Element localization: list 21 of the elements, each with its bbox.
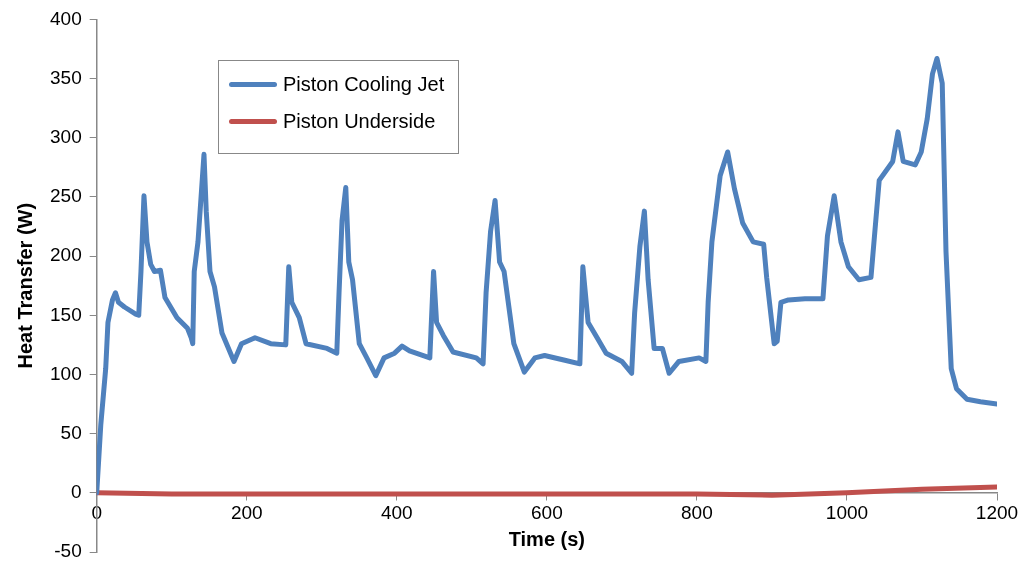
y-tick-label: 200 <box>50 244 82 266</box>
y-tick-label: 400 <box>50 7 82 29</box>
x-axis-title: Time (s) <box>508 528 586 551</box>
y-tick-label: 300 <box>50 125 82 147</box>
legend-label: Piston Underside <box>283 110 436 133</box>
y-tick-label: 100 <box>50 362 82 384</box>
x-tick-label: 600 <box>531 502 563 524</box>
y-tick-label: -50 <box>54 540 82 562</box>
x-tick-label: 400 <box>380 502 413 524</box>
x-tick-label: 0 <box>91 502 102 524</box>
y-tick-label: 350 <box>50 66 82 88</box>
legend-label: Piston Cooling Jet <box>283 73 445 96</box>
y-tick-label: 0 <box>71 481 82 503</box>
y-axis-title: Heat Transfer (W) <box>13 202 36 369</box>
y-tick-label: 50 <box>60 421 82 443</box>
x-tick-label: 1200 <box>975 502 1019 524</box>
x-tick-label: 200 <box>230 502 263 524</box>
y-tick-label: 150 <box>50 303 82 325</box>
y-tick-label: 250 <box>50 185 82 207</box>
x-tick-label: 1000 <box>825 502 869 524</box>
x-tick-label: 800 <box>681 502 713 524</box>
